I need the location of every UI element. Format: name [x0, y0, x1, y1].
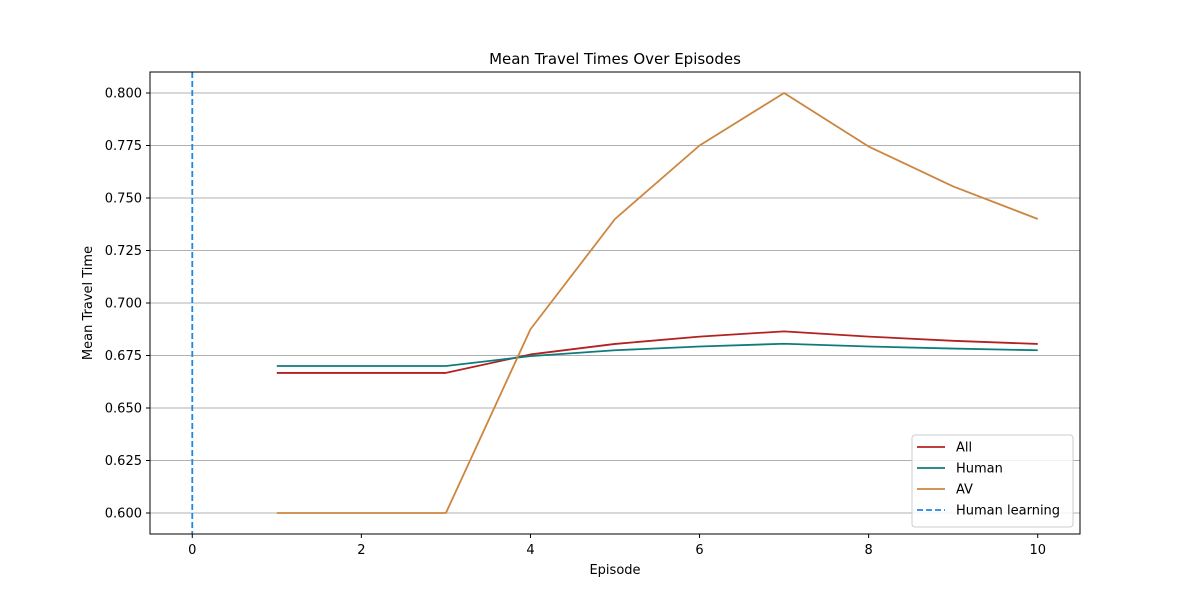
series-line-human — [276, 342, 1038, 367]
legend-label: AV — [956, 483, 973, 498]
y-tick-label: 0.725 — [105, 244, 142, 259]
x-tick-label: 6 — [695, 543, 703, 558]
grid-layer — [150, 92, 1080, 514]
y-tick-label: 0.650 — [105, 402, 142, 417]
x-tick-label: 4 — [526, 543, 534, 558]
y-tick-label: 0.600 — [105, 507, 142, 522]
legend: All Human AV Human learning — [911, 434, 1074, 528]
legend-label: Human — [956, 462, 1003, 477]
series-line-av — [276, 92, 1039, 514]
x-tick-label: 2 — [357, 543, 365, 558]
x-tick-label: 10 — [1029, 543, 1046, 558]
x-tick-label: 0 — [188, 543, 196, 558]
y-tick-label: 0.800 — [105, 87, 142, 102]
legend-label: All — [956, 441, 972, 456]
y-axis-title: Mean Travel Time — [81, 246, 96, 360]
y-tick-label: 0.700 — [105, 297, 142, 312]
x-tick-label: 8 — [864, 543, 872, 558]
legend-label: Human learning — [956, 504, 1060, 519]
legend-box — [911, 434, 1074, 528]
series-line-all — [276, 330, 1038, 374]
chart-title: Mean Travel Times Over Episodes — [489, 50, 741, 68]
x-axis-title: Episode — [589, 563, 640, 578]
series-layer — [191, 72, 1039, 534]
y-tick-label: 0.750 — [105, 192, 142, 207]
y-tick-label: 0.775 — [105, 139, 142, 154]
axis-layer: 0.600 0.625 0.650 0.675 0.700 0.725 0.750 0.775… — [105, 87, 1046, 559]
y-tick-label: 0.675 — [105, 349, 142, 364]
y-tick-label: 0.625 — [105, 454, 142, 469]
